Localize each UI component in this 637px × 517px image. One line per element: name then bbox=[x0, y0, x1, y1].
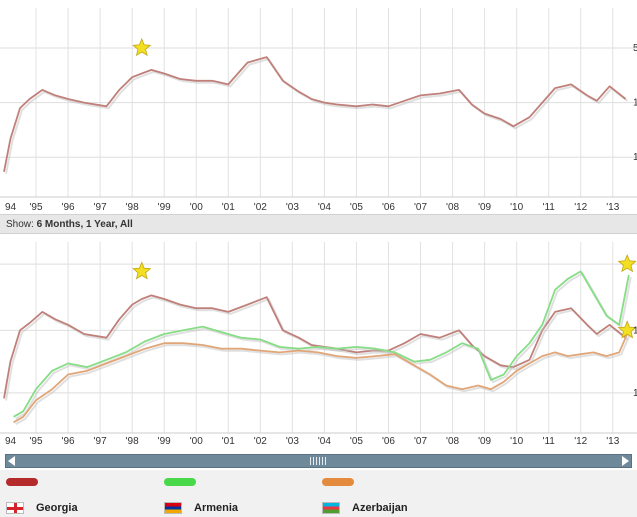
x-tick-label: '06 bbox=[382, 202, 395, 213]
legend-swatch-georgia bbox=[6, 478, 38, 486]
x-tick-label: '11 bbox=[543, 436, 556, 447]
timeline-scrollbar[interactable] bbox=[5, 454, 632, 468]
event-star-marker bbox=[617, 320, 637, 339]
series-line-georgia bbox=[3, 56, 627, 172]
legend-label-armenia: Armenia bbox=[194, 502, 239, 514]
x-tick-label: '00 bbox=[190, 202, 203, 213]
scroll-left-icon[interactable] bbox=[8, 456, 15, 466]
event-star-marker bbox=[132, 261, 152, 280]
range-selector-prefix: Show: bbox=[6, 219, 34, 230]
series-line-armenia bbox=[13, 270, 630, 418]
x-tick-label: '96 bbox=[62, 202, 75, 213]
scroll-right-icon[interactable] bbox=[622, 456, 629, 466]
y-tick-label: 1 bbox=[633, 325, 637, 336]
x-tick-label: '07 bbox=[414, 436, 427, 447]
x-tick-label: '09 bbox=[478, 202, 491, 213]
azerbaijan-flag-icon bbox=[322, 502, 340, 514]
x-tick-label: '05 bbox=[350, 436, 363, 447]
x-tick-label: '07 bbox=[414, 202, 427, 213]
x-tick-label: '01 bbox=[222, 436, 235, 447]
x-tick-label: '12 bbox=[574, 202, 587, 213]
x-tick-label: '98 bbox=[126, 202, 139, 213]
range-selector-options[interactable]: 6 Months, 1 Year, All bbox=[36, 219, 133, 230]
x-tick-label: '99 bbox=[158, 202, 171, 213]
y-tick-label: 5 bbox=[633, 43, 637, 54]
x-tick-label: '95 bbox=[30, 436, 43, 447]
georgia-flag-icon bbox=[6, 502, 24, 514]
x-tick-label: '08 bbox=[446, 202, 459, 213]
x-tick-label: '10 bbox=[510, 202, 523, 213]
armenia-flag-icon bbox=[164, 502, 182, 514]
x-tick-label: '02 bbox=[254, 202, 267, 213]
legend-label-azerbaijan: Azerbaijan bbox=[352, 502, 408, 514]
x-tick-label: '13 bbox=[606, 436, 619, 447]
event-star-marker bbox=[132, 37, 152, 57]
y-tick-label: 1 bbox=[633, 98, 637, 109]
x-tick-label: '06 bbox=[382, 436, 395, 447]
legend-swatch-armenia bbox=[164, 478, 196, 486]
legend-swatch-azerbaijan bbox=[322, 478, 354, 486]
scroll-grip-icon[interactable] bbox=[309, 457, 328, 465]
x-tick-label: '03 bbox=[286, 202, 299, 213]
y-tick-label: 1 bbox=[633, 152, 637, 163]
x-tick-label: '03 bbox=[286, 436, 299, 447]
range-selector-bar: Show: 6 Months, 1 Year, All bbox=[0, 214, 637, 234]
x-tick-label: '10 bbox=[510, 436, 523, 447]
x-tick-label: 94 bbox=[5, 436, 17, 447]
main-price-chart[interactable]: 94 '95 '96 '97 '98 '99 '00 '01 '02 '03 '04 '05 '06 '0… bbox=[0, 0, 637, 214]
legend-label-georgia: Georgia bbox=[36, 502, 78, 514]
x-tick-label: '12 bbox=[574, 436, 587, 447]
x-tick-label: '13 bbox=[606, 202, 619, 213]
x-tick-label: '96 bbox=[62, 436, 75, 447]
x-tick-label: '99 bbox=[158, 436, 171, 447]
x-tick-label: '09 bbox=[478, 436, 491, 447]
x-tick-label: '05 bbox=[350, 202, 363, 213]
series-line-georgia bbox=[3, 294, 627, 399]
series-shadow-azerbaijan bbox=[15, 331, 632, 426]
x-tick-label: '00 bbox=[190, 436, 203, 447]
event-star-marker bbox=[617, 254, 637, 273]
legend: Georgia Armenia Azerbaijan bbox=[0, 470, 637, 517]
x-tick-label: '11 bbox=[543, 202, 556, 213]
x-tick-label: '97 bbox=[94, 436, 107, 447]
x-tick-label: '08 bbox=[446, 436, 459, 447]
x-tick-label: '04 bbox=[318, 202, 331, 213]
x-tick-label: '02 bbox=[254, 436, 267, 447]
x-tick-label: 94 bbox=[5, 202, 17, 213]
x-tick-label: '97 bbox=[94, 202, 107, 213]
series-line-azerbaijan bbox=[13, 329, 630, 424]
y-tick-label: 1 bbox=[633, 388, 637, 399]
plot-background bbox=[0, 236, 637, 452]
comparison-chart[interactable]: 94 '95 '96 '97 '98 '99 '00 '01 '02 '03 '04 '05 '06 '0… bbox=[0, 236, 637, 452]
x-tick-label: '98 bbox=[126, 436, 139, 447]
x-tick-label: '04 bbox=[318, 436, 331, 447]
x-tick-label: '01 bbox=[222, 202, 235, 213]
x-tick-label: '95 bbox=[30, 202, 43, 213]
